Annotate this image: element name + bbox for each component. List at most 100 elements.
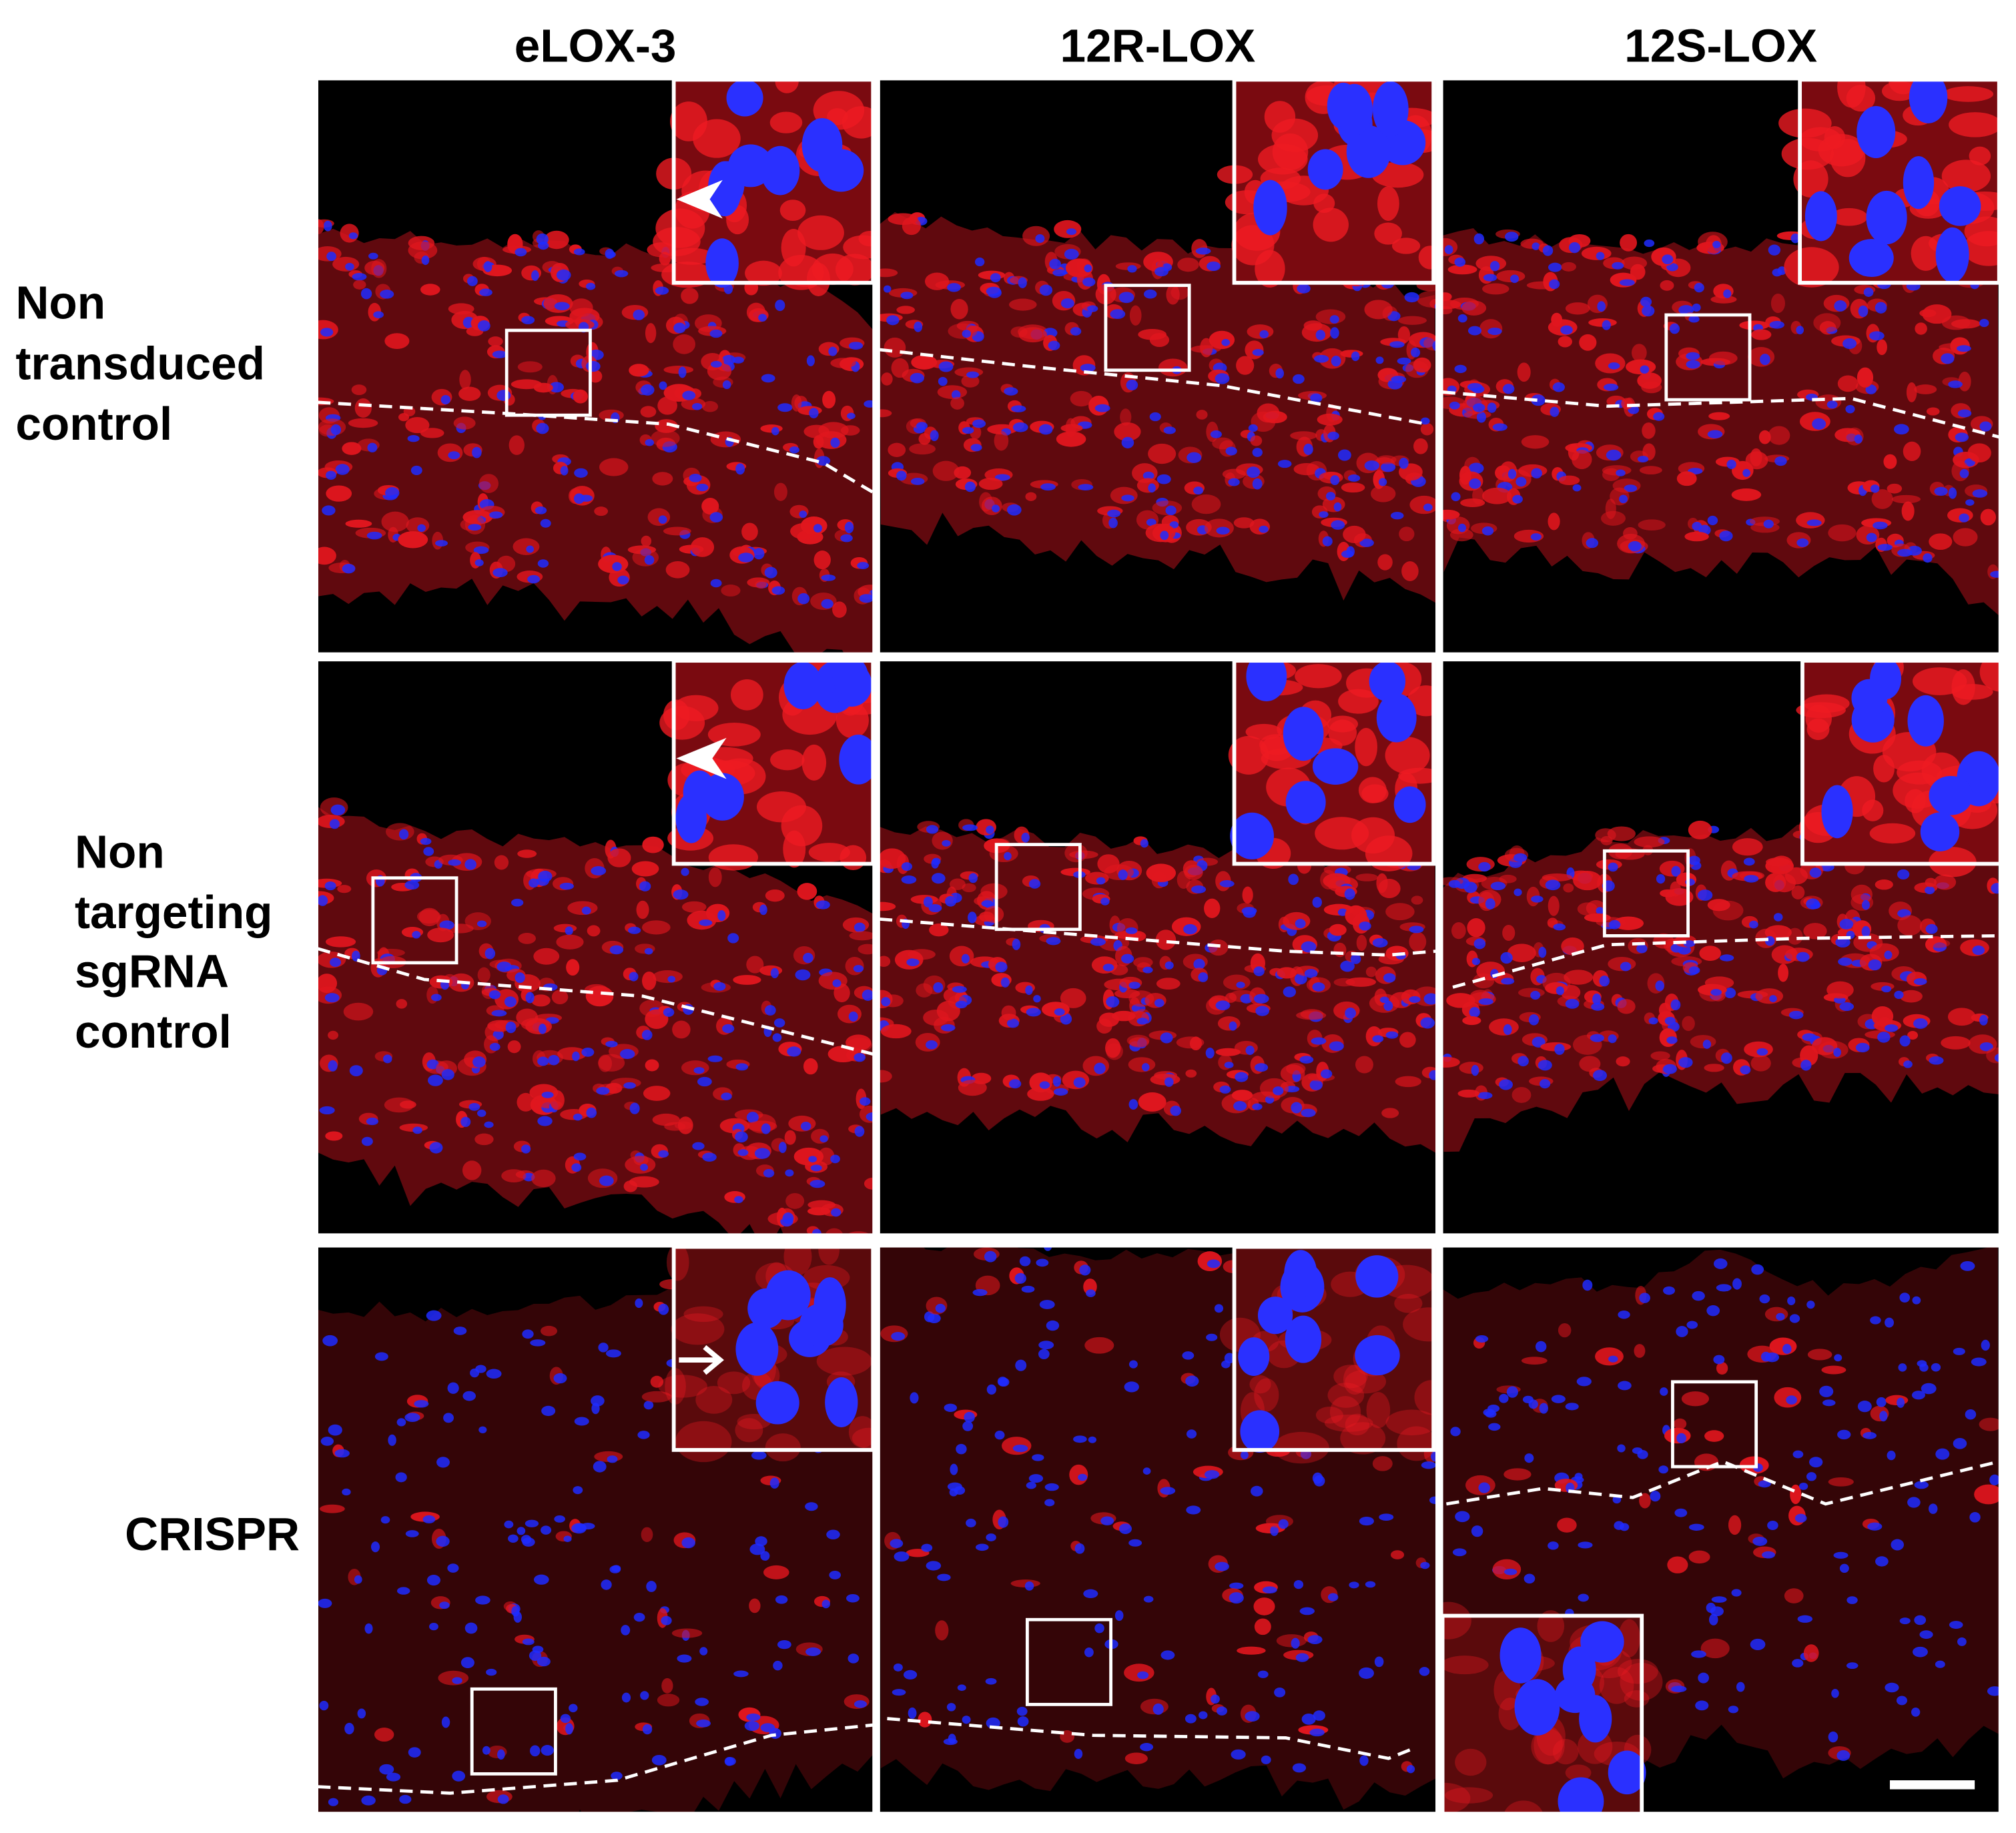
cytoplasm xyxy=(1915,322,1927,335)
nucleus xyxy=(1548,262,1562,272)
cytoplasm xyxy=(1138,1092,1166,1112)
nucleus xyxy=(830,1154,840,1164)
cytoplasm xyxy=(879,956,891,968)
nucleus xyxy=(1275,368,1285,379)
inset-nucleus xyxy=(1804,191,1837,242)
cytoplasm xyxy=(884,337,906,358)
nucleus xyxy=(1330,327,1339,339)
cytoplasm xyxy=(400,1100,416,1109)
nucleus xyxy=(709,512,723,522)
nucleus xyxy=(1487,328,1502,336)
nucleus xyxy=(1822,1399,1836,1407)
nucleus xyxy=(1359,1516,1374,1526)
nucleus xyxy=(1303,443,1313,455)
nucleus xyxy=(1291,1102,1303,1114)
inset-cytoplasm xyxy=(653,227,701,256)
nucleus xyxy=(530,1745,541,1757)
cytoplasm xyxy=(1189,1036,1203,1051)
nucleus xyxy=(559,882,574,890)
nucleus xyxy=(1500,952,1513,964)
nucleus xyxy=(1410,347,1421,358)
nucleus xyxy=(328,1060,338,1072)
nucleus xyxy=(1182,1351,1195,1360)
nucleus xyxy=(1185,1375,1199,1387)
nucleus xyxy=(1576,1377,1592,1387)
cytoplasm xyxy=(1499,874,1517,883)
nucleus xyxy=(452,1677,462,1684)
inset-cytoplasm xyxy=(1355,727,1377,767)
nucleus xyxy=(1694,282,1704,293)
nucleus xyxy=(1312,982,1325,992)
nucleus xyxy=(1349,1581,1359,1589)
nucleus xyxy=(1012,938,1021,950)
cytoplasm xyxy=(645,1009,669,1029)
nucleus xyxy=(946,1703,956,1712)
inset-cytoplasm xyxy=(806,262,831,296)
nucleus xyxy=(598,1343,609,1353)
nucleus xyxy=(1628,540,1642,552)
cytoplasm xyxy=(416,909,441,924)
nucleus xyxy=(1191,885,1207,893)
nucleus xyxy=(326,252,336,262)
nucleus xyxy=(1127,265,1137,273)
cytoplasm xyxy=(1128,1057,1156,1072)
nucleus xyxy=(342,1488,351,1496)
cytoplasm xyxy=(325,1131,343,1141)
nucleus xyxy=(1310,393,1323,403)
nucleus xyxy=(940,1024,956,1032)
nucleus xyxy=(1866,532,1877,542)
nucleus xyxy=(609,945,624,955)
nucleus xyxy=(1319,511,1329,518)
inset-cytoplasm xyxy=(1565,1764,1592,1781)
cytoplasm xyxy=(328,1030,339,1040)
nucleus xyxy=(1261,1755,1271,1764)
cytoplasm xyxy=(929,924,949,937)
nucleus xyxy=(1839,1563,1849,1573)
nucleus xyxy=(1337,908,1348,916)
cytoplasm xyxy=(962,883,976,893)
nucleus xyxy=(854,1053,866,1062)
nucleus xyxy=(764,1005,776,1016)
inset-cytoplasm xyxy=(1799,127,1842,152)
cytoplasm xyxy=(556,934,584,950)
cytoplasm xyxy=(979,911,994,922)
nucleus xyxy=(968,911,977,924)
nucleus xyxy=(1653,412,1665,421)
nucleus xyxy=(1897,869,1910,880)
nucleus xyxy=(537,1116,553,1126)
cytoplasm xyxy=(1979,1417,1999,1431)
nucleus xyxy=(1959,468,1969,478)
cytoplasm xyxy=(1106,1043,1123,1060)
cytoplasm xyxy=(343,1002,374,1021)
row-label: transduced xyxy=(15,337,265,389)
nucleus xyxy=(749,1543,765,1555)
nucleus xyxy=(1763,519,1774,528)
nucleus xyxy=(541,1405,556,1417)
cytoplasm xyxy=(1807,1349,1832,1361)
nucleus xyxy=(1539,1079,1551,1089)
panel-border xyxy=(317,1246,874,1814)
nucleus xyxy=(1912,1296,1921,1305)
nucleus xyxy=(1233,1101,1247,1111)
nucleus xyxy=(474,559,484,567)
nucleus xyxy=(777,1639,791,1649)
inset-nucleus xyxy=(1285,1315,1322,1363)
nucleus xyxy=(926,825,939,834)
nucleus xyxy=(1216,526,1230,535)
nucleus xyxy=(1026,1481,1036,1489)
cytoplasm xyxy=(849,931,874,941)
cytoplasm xyxy=(1941,1036,1971,1050)
cytoplasm xyxy=(671,1628,703,1638)
nucleus xyxy=(906,958,920,967)
nucleus xyxy=(1125,927,1138,934)
cytoplasm xyxy=(371,259,387,278)
cytoplasm xyxy=(681,1060,709,1076)
nucleus xyxy=(1624,484,1638,492)
nucleus xyxy=(396,1587,410,1595)
nucleus xyxy=(1444,245,1453,254)
nucleus xyxy=(1885,1682,1899,1693)
cytoplasm xyxy=(464,912,491,930)
nucleus xyxy=(605,248,615,260)
nucleus xyxy=(1052,1076,1061,1087)
nucleus xyxy=(611,1772,623,1780)
